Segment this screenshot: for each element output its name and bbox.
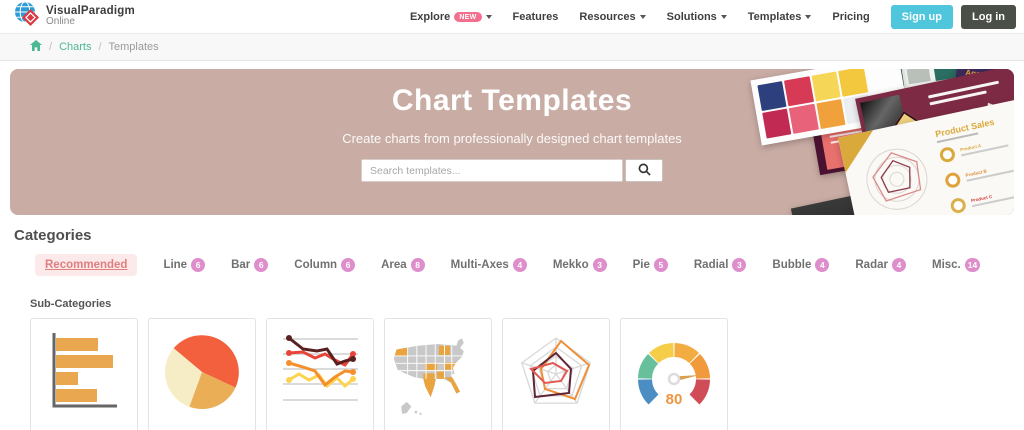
- brand-subtitle: Online: [46, 16, 75, 28]
- us-map-icon: [392, 327, 484, 430]
- search-icon: [638, 163, 651, 179]
- brand-logo[interactable]: VisualParadigm Online: [14, 1, 135, 33]
- tab-bubble[interactable]: Bubble 4: [772, 258, 830, 272]
- search-button[interactable]: [625, 159, 663, 182]
- tab-recommended[interactable]: Recommended: [35, 254, 138, 276]
- template-card-radar-chart[interactable]: [502, 318, 610, 430]
- tab-area[interactable]: Area 8: [381, 258, 425, 272]
- page-subtitle: Create charts from professionally design…: [342, 131, 682, 146]
- template-card-row: 80: [30, 318, 1024, 430]
- tab-mekko[interactable]: Mekko 3: [553, 258, 607, 272]
- horizontal-bar-chart-icon: [39, 327, 129, 430]
- count-badge: 6: [254, 258, 269, 272]
- nav-menu: Explore NEW Features Resources Solutions…: [410, 4, 1024, 29]
- count-badge: 4: [891, 258, 906, 272]
- globe-diamond-logo-icon: [14, 1, 41, 33]
- radar-chart-icon: [511, 327, 601, 430]
- template-card-pie-chart[interactable]: [148, 318, 256, 430]
- template-card-bar-chart[interactable]: [30, 318, 138, 430]
- nav-item-resources[interactable]: Resources: [579, 11, 646, 23]
- count-badge: 3: [592, 258, 607, 272]
- chevron-down-icon: [805, 14, 812, 19]
- tab-radial[interactable]: Radial 3: [694, 258, 747, 272]
- template-collage: Age Gr TEXAS: [10, 69, 1014, 215]
- tab-pie[interactable]: Pie 5: [633, 258, 668, 272]
- tab-bar[interactable]: Bar 6: [231, 258, 269, 272]
- count-badge: 4: [512, 258, 527, 272]
- categories-heading: Categories: [14, 227, 92, 244]
- count-badge: 14: [964, 258, 981, 272]
- gauge-value: 80: [666, 391, 683, 408]
- tab-misc[interactable]: Misc. 14: [932, 258, 981, 272]
- tab-column[interactable]: Column 6: [294, 258, 356, 272]
- chevron-down-icon: [720, 14, 727, 19]
- count-badge: 6: [191, 258, 206, 272]
- nav-item-pricing[interactable]: Pricing: [832, 10, 870, 23]
- chevron-down-icon: [485, 14, 492, 19]
- breadcrumb-current: Templates: [108, 41, 159, 53]
- log-in-button[interactable]: Log in: [961, 4, 1016, 29]
- search-input[interactable]: [361, 159, 623, 182]
- template-card-gauge-chart[interactable]: 80: [620, 318, 728, 430]
- count-badge: 5: [653, 258, 668, 272]
- nav-item-features[interactable]: Features: [512, 10, 559, 23]
- tab-line[interactable]: Line 6: [163, 258, 206, 272]
- nav-item-solutions[interactable]: Solutions: [667, 11, 727, 23]
- breadcrumb-link-charts[interactable]: Charts: [59, 41, 92, 53]
- tab-multi-axes[interactable]: Multi-Axes 4: [451, 258, 527, 272]
- line-chart-icon: [275, 327, 365, 430]
- gauge-chart-icon: 80: [629, 327, 719, 430]
- hero-banner: Age Gr TEXAS: [10, 69, 1014, 215]
- brand-title: VisualParadigm: [46, 5, 135, 18]
- top-navbar: VisualParadigm Online Explore NEW Featur…: [0, 0, 1024, 33]
- count-badge: 3: [732, 258, 747, 272]
- count-badge: 8: [410, 258, 425, 272]
- sub-categories-heading: Sub-Categories: [30, 298, 112, 310]
- nav-item-templates[interactable]: Templates: [748, 11, 812, 23]
- breadcrumb: / Charts / Templates: [0, 33, 1024, 61]
- count-badge: 6: [341, 258, 356, 272]
- count-badge: 4: [815, 258, 830, 272]
- page-title: Chart Templates: [391, 84, 633, 117]
- sign-up-button[interactable]: Sign up: [890, 4, 953, 29]
- new-badge: NEW: [454, 11, 482, 22]
- tab-radar[interactable]: Radar 4: [855, 258, 906, 272]
- pie-chart-icon: [157, 327, 247, 430]
- template-card-line-chart[interactable]: [266, 318, 374, 430]
- category-tabs: Recommended Line 6 Bar 6 Column 6 Area 8…: [35, 254, 1024, 276]
- chevron-down-icon: [639, 14, 646, 19]
- nav-item-explore[interactable]: Explore NEW: [410, 11, 492, 23]
- collage-product-sales-card: Product Sales Product A Product B Produc…: [837, 94, 1014, 215]
- home-icon[interactable]: [30, 40, 42, 54]
- template-card-us-map-chart[interactable]: [384, 318, 492, 430]
